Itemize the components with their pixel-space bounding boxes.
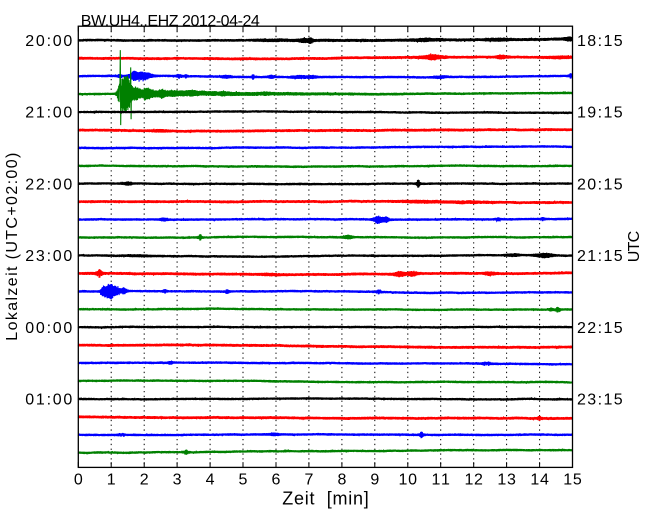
svg-text:14: 14 bbox=[530, 472, 549, 489]
svg-text:5: 5 bbox=[239, 472, 248, 489]
svg-text:UTC: UTC bbox=[626, 231, 643, 263]
svg-text:13: 13 bbox=[497, 472, 516, 489]
svg-text:22:00: 22:00 bbox=[25, 176, 72, 193]
svg-text:21:15: 21:15 bbox=[577, 248, 623, 265]
svg-text:7: 7 bbox=[304, 472, 313, 489]
svg-text:22:15: 22:15 bbox=[577, 320, 623, 337]
svg-text:20:15: 20:15 bbox=[577, 176, 623, 193]
svg-text:23:00: 23:00 bbox=[25, 248, 72, 265]
svg-text:Zeit [min]: Zeit [min] bbox=[282, 489, 369, 509]
svg-text:00:00: 00:00 bbox=[25, 320, 72, 337]
svg-text:12: 12 bbox=[464, 472, 483, 489]
svg-text:10: 10 bbox=[399, 472, 418, 489]
svg-text:3: 3 bbox=[173, 472, 182, 489]
svg-text:9: 9 bbox=[370, 472, 379, 489]
svg-text:8: 8 bbox=[337, 472, 346, 489]
svg-text:6: 6 bbox=[272, 472, 281, 489]
svg-text:19:15: 19:15 bbox=[577, 105, 623, 122]
svg-text:20:00: 20:00 bbox=[25, 33, 72, 50]
svg-text:15: 15 bbox=[563, 472, 582, 489]
svg-text:23:15: 23:15 bbox=[577, 392, 623, 409]
svg-text:BW.UH4..EHZ 2012-04-24: BW.UH4..EHZ 2012-04-24 bbox=[81, 13, 260, 30]
svg-text:1: 1 bbox=[107, 472, 116, 489]
svg-text:01:00: 01:00 bbox=[25, 392, 72, 409]
svg-text:2: 2 bbox=[140, 472, 149, 489]
svg-text:Lokalzeit (UTC+02:00): Lokalzeit (UTC+02:00) bbox=[4, 153, 21, 341]
svg-text:18:15: 18:15 bbox=[577, 33, 623, 50]
svg-text:0: 0 bbox=[74, 472, 83, 489]
svg-text:11: 11 bbox=[431, 472, 450, 489]
svg-text:21:00: 21:00 bbox=[25, 105, 72, 122]
svg-text:4: 4 bbox=[206, 472, 215, 489]
